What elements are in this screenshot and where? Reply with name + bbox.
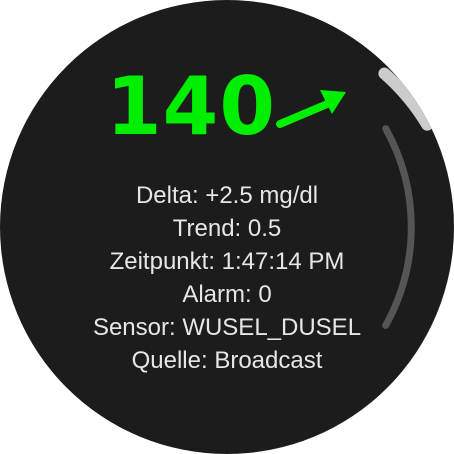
glucose-value: 140	[106, 60, 276, 153]
alarm-label: Alarm: 0	[182, 281, 272, 308]
sensor-label: Sensor: WUSEL_DUSEL	[92, 314, 362, 341]
scrollbar-thumb[interactable]	[378, 67, 434, 131]
reading-details: Delta: +2.5 mg/dl Trend: 0.5 Zeitpunkt: …	[40, 179, 414, 377]
source-label: Quelle: Broadcast	[131, 347, 323, 374]
arrow-up-right-icon	[276, 90, 346, 128]
scrollbar-track[interactable]	[382, 125, 415, 329]
delta-label: Delta: +2.5 mg/dl	[135, 182, 319, 209]
trend-label: Trend: 0.5	[172, 215, 282, 242]
timestamp-label: Zeitpunkt: 1:47:14 PM	[109, 248, 345, 275]
